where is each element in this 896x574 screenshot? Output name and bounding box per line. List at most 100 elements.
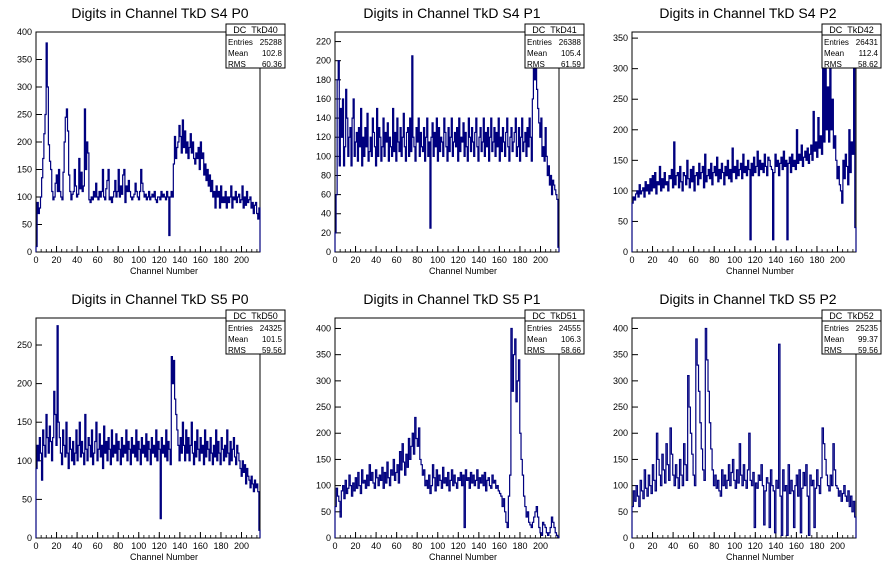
x-tick-label: 180 — [512, 255, 527, 265]
y-tick-label: 250 — [17, 110, 32, 120]
stats-name: DC_TkD42 — [829, 25, 874, 35]
x-tick-label: 100 — [727, 255, 742, 265]
stats-key: RMS — [527, 60, 545, 69]
x-tick-label: 160 — [789, 255, 804, 265]
y-tick-label: 100 — [613, 186, 628, 196]
x-tick-label: 80 — [709, 541, 719, 551]
y-tick-label: 40 — [321, 209, 331, 219]
panel-title: Digits in Channel TkD S4 P0 — [71, 5, 248, 21]
stats-name: DC_TkD41 — [532, 25, 577, 35]
y-tick-label: 300 — [17, 82, 32, 92]
stats-key: Mean — [228, 49, 248, 58]
histogram-series — [35, 325, 261, 538]
stats-key: RMS — [228, 346, 246, 355]
stats-name: DC_TkD52 — [829, 311, 874, 321]
y-tick-label: 200 — [17, 137, 32, 147]
y-tick-label: 60 — [321, 190, 331, 200]
y-tick-label: 150 — [613, 454, 628, 464]
stats-key: RMS — [228, 60, 246, 69]
x-tick-label: 200 — [533, 541, 548, 551]
y-tick-label: 100 — [316, 151, 331, 161]
histogram-panel: Digits in Channel TkD S4 P1 0 20 40 60 80 100 1… — [316, 5, 585, 276]
y-tick-label: 120 — [316, 132, 331, 142]
y-tick-label: 200 — [316, 56, 331, 66]
stats-value: 25235 — [856, 324, 879, 333]
y-tick-label: 350 — [316, 350, 331, 360]
y-tick-label: 50 — [22, 220, 32, 230]
x-tick-label: 160 — [789, 541, 804, 551]
y-tick-label: 140 — [316, 113, 331, 123]
stats-key: Mean — [527, 49, 547, 58]
stats-name: DC_TkD50 — [233, 311, 278, 321]
panel-title: Digits in Channel TkD S4 P1 — [363, 5, 540, 21]
stats-value: 99.37 — [858, 335, 879, 344]
y-tick-label: 220 — [316, 37, 331, 47]
x-tick-label: 200 — [830, 255, 845, 265]
x-tick-label: 180 — [213, 255, 228, 265]
stats-key: Entries — [824, 324, 849, 333]
stats-box — [225, 309, 286, 355]
x-tick-label: 180 — [213, 541, 228, 551]
x-tick-label: 120 — [748, 255, 763, 265]
x-tick-label: 180 — [809, 541, 824, 551]
histogram-panel: Digits in Channel TkD S5 P1 0 20 40 60 80 100 1… — [316, 291, 585, 562]
x-tick-label: 0 — [33, 255, 38, 265]
x-tick-label: 100 — [727, 541, 742, 551]
x-tick-label: 60 — [689, 255, 699, 265]
stats-value: 106.3 — [561, 335, 582, 344]
y-tick-label: 400 — [316, 323, 331, 333]
y-tick-label: 100 — [613, 481, 628, 491]
stats-value: 26431 — [856, 38, 879, 47]
x-tick-label: 40 — [371, 541, 381, 551]
stats-key: RMS — [527, 346, 545, 355]
stats-key: Entries — [228, 324, 253, 333]
y-tick-label: 50 — [22, 494, 32, 504]
x-tick-label: 180 — [512, 541, 527, 551]
y-tick-label: 250 — [17, 340, 32, 350]
stats-key: RMS — [824, 60, 842, 69]
x-tick-label: 40 — [72, 541, 82, 551]
x-tick-label: 100 — [131, 541, 146, 551]
y-tick-label: 150 — [613, 155, 628, 165]
stats-value: 60.36 — [262, 60, 283, 69]
x-tick-label: 200 — [533, 255, 548, 265]
histogram-series — [631, 31, 857, 252]
stats-value: 59.56 — [262, 346, 283, 355]
y-tick-label: 200 — [316, 428, 331, 438]
stats-key: Mean — [824, 49, 844, 58]
x-tick-label: 20 — [351, 541, 361, 551]
histogram-series — [334, 327, 560, 538]
y-tick-label: 250 — [613, 94, 628, 104]
x-tick-label: 40 — [72, 255, 82, 265]
y-tick-label: 50 — [618, 507, 628, 517]
x-tick-label: 120 — [451, 255, 466, 265]
x-tick-label: 60 — [93, 541, 103, 551]
y-tick-label: 80 — [321, 170, 331, 180]
stats-value: 112.4 — [859, 49, 879, 58]
stats-value: 102.8 — [262, 49, 283, 58]
histogram-series — [35, 42, 261, 252]
y-tick-label: 20 — [321, 228, 331, 238]
y-tick-label: 0 — [27, 247, 32, 257]
x-axis-label: Channel Number — [130, 266, 198, 276]
x-tick-label: 80 — [113, 255, 123, 265]
y-tick-label: 0 — [27, 533, 32, 543]
x-axis-label: Channel Number — [429, 552, 497, 562]
x-tick-label: 100 — [430, 541, 445, 551]
x-tick-label: 120 — [451, 541, 466, 551]
histogram-series — [334, 40, 560, 252]
stats-box — [524, 309, 585, 355]
y-tick-label: 0 — [326, 247, 331, 257]
x-tick-label: 160 — [193, 255, 208, 265]
stats-key: Entries — [527, 324, 552, 333]
x-tick-label: 60 — [93, 255, 103, 265]
y-tick-label: 400 — [17, 27, 32, 37]
y-tick-label: 150 — [17, 417, 32, 427]
histogram-series — [631, 327, 857, 538]
x-tick-label: 80 — [412, 255, 422, 265]
x-tick-label: 60 — [392, 255, 402, 265]
y-tick-label: 300 — [613, 64, 628, 74]
y-tick-label: 0 — [326, 533, 331, 543]
stats-value: 26388 — [559, 38, 582, 47]
